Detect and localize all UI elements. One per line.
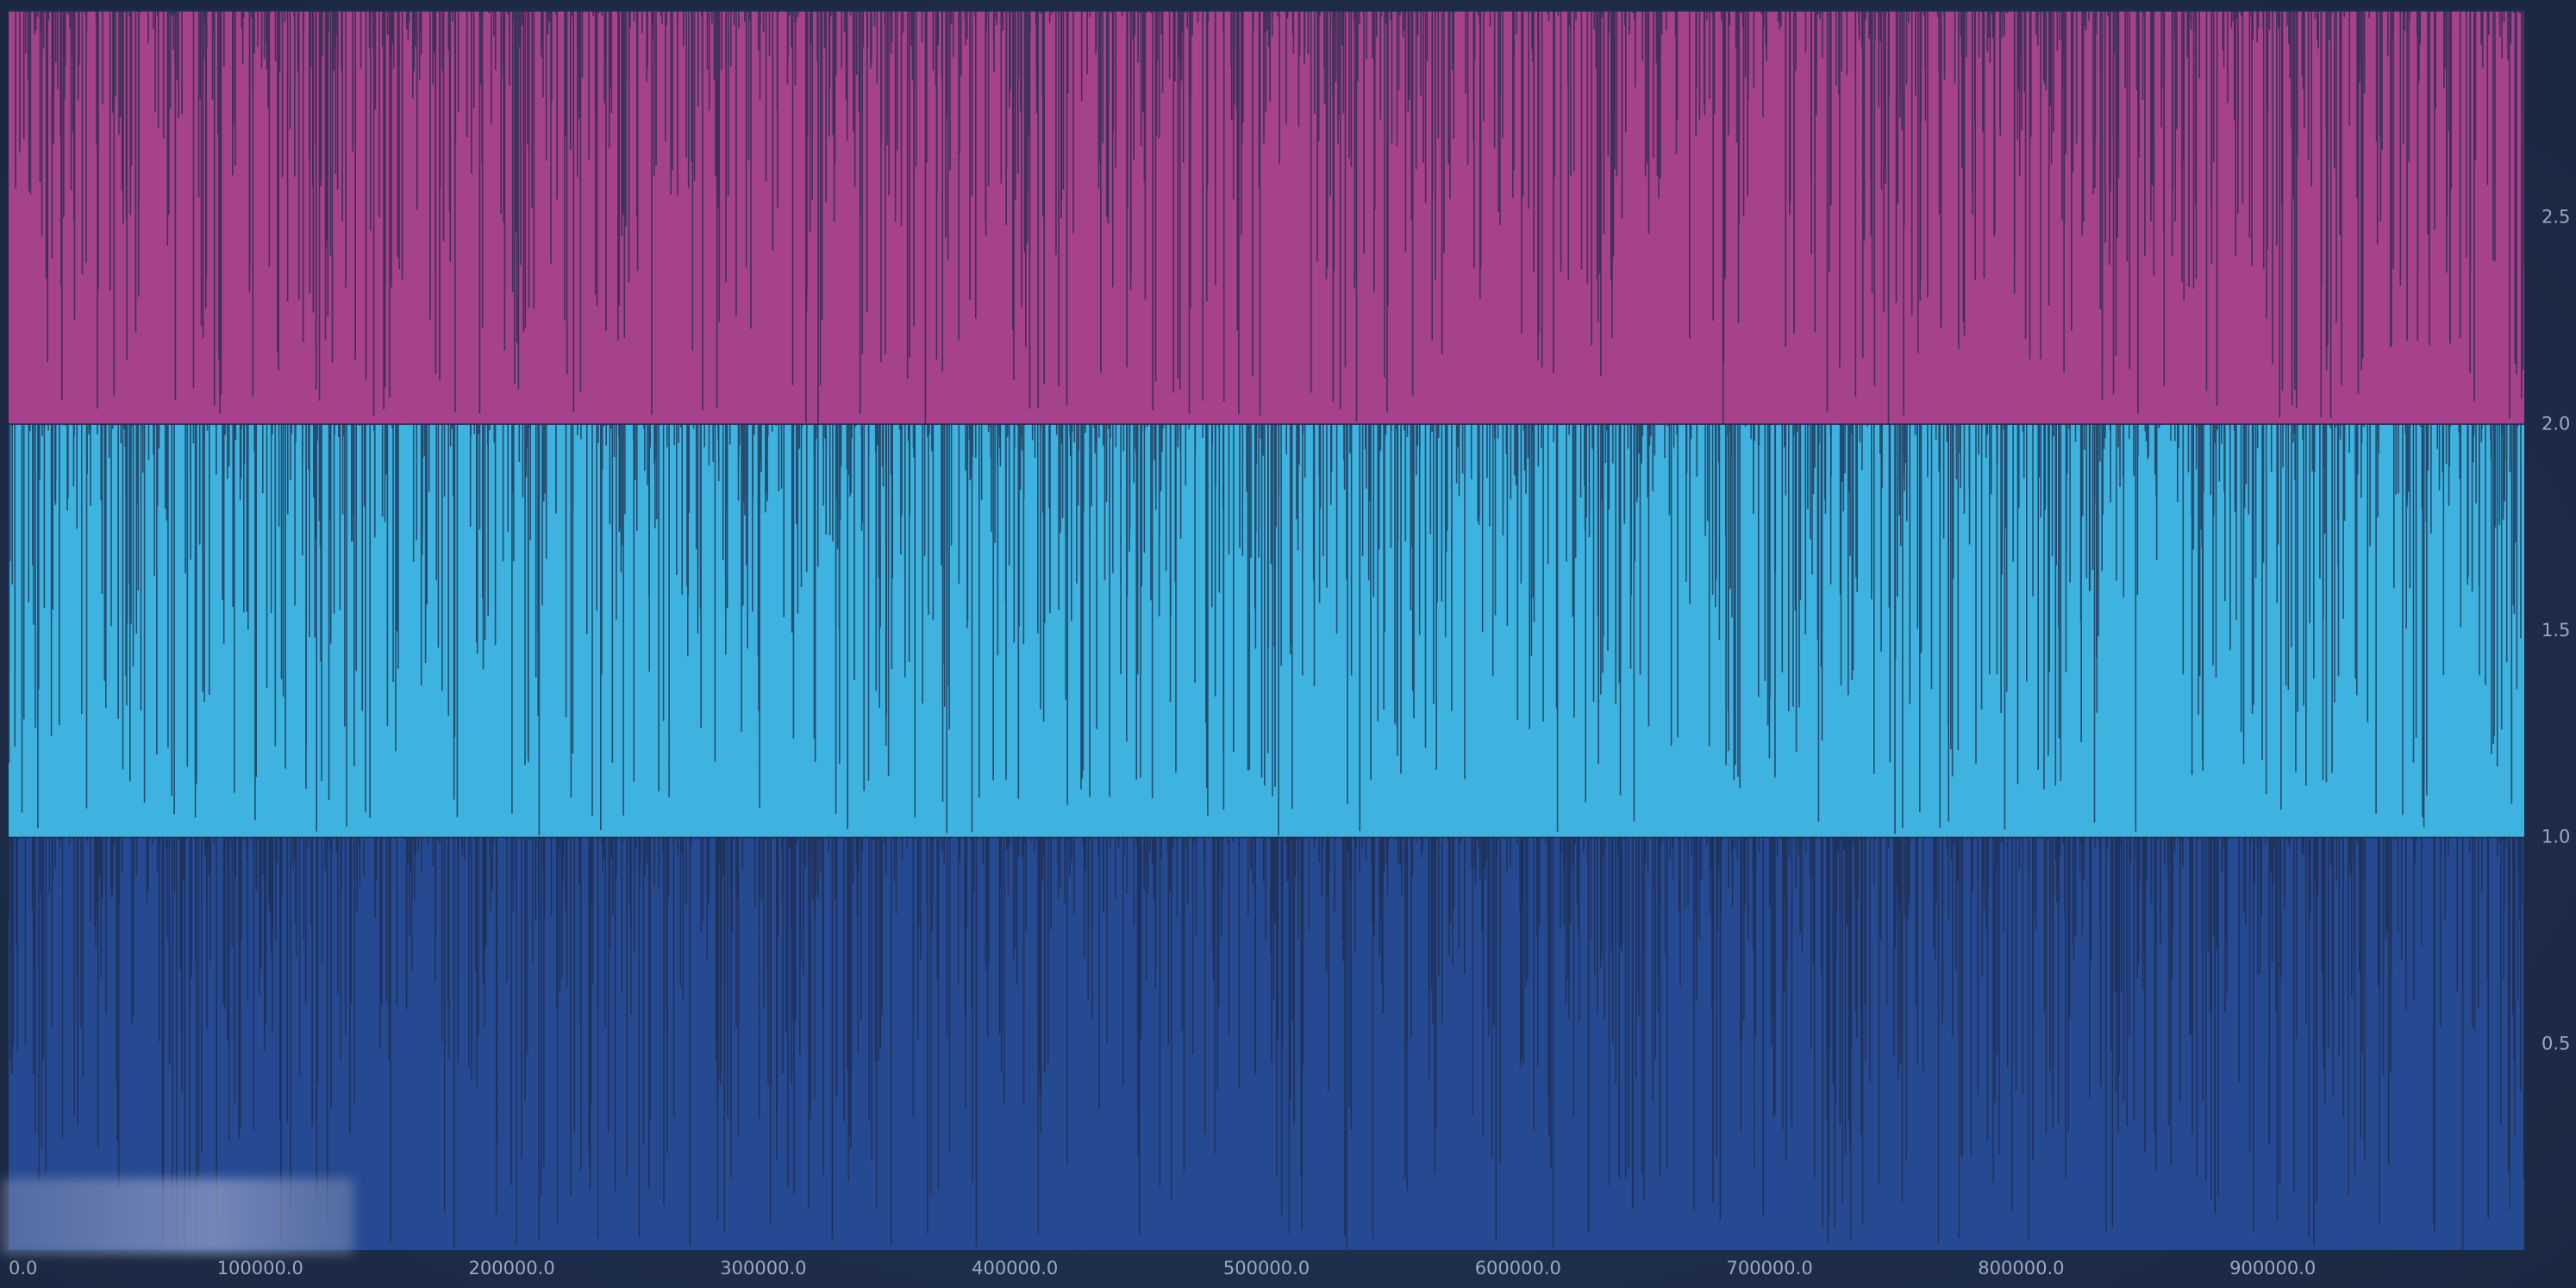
- x-tick-label: 800000.0: [1978, 1258, 2064, 1279]
- x-tick-label: 100000.0: [217, 1258, 303, 1279]
- y-tick-label: 1.5: [2542, 620, 2570, 641]
- x-tick-label: 0.0: [9, 1258, 37, 1279]
- x-axis: 0.0 100000.0 200000.0 300000.0 400000.0 50000…: [9, 1258, 2316, 1279]
- y-tick-label: 2.5: [2542, 207, 2570, 228]
- series-band-1: [9, 836, 2524, 1250]
- x-tick-label: 300000.0: [720, 1258, 806, 1279]
- x-tick-label: 600000.0: [1475, 1258, 1561, 1279]
- series-dips: [8, 10, 2525, 1250]
- x-tick-label: 200000.0: [468, 1258, 554, 1279]
- y-tick-label: 0.5: [2542, 1033, 2570, 1054]
- y-axis: 0.5 1.0 1.5 2.0 2.5: [2542, 207, 2570, 1054]
- series-dip-lines: [8, 10, 2525, 1250]
- x-tick-label: 500000.0: [1223, 1258, 1310, 1279]
- y-tick-label: 2.0: [2542, 413, 2570, 434]
- x-tick-label: 400000.0: [972, 1258, 1058, 1279]
- x-tick-label: 900000.0: [2229, 1258, 2316, 1279]
- series-band-2: [9, 423, 2524, 837]
- y-tick-label: 1.0: [2542, 827, 2570, 847]
- plot-area: [9, 9, 2524, 1250]
- x-tick-label: 700000.0: [1726, 1258, 1812, 1279]
- legend-obscured: [2, 1179, 353, 1254]
